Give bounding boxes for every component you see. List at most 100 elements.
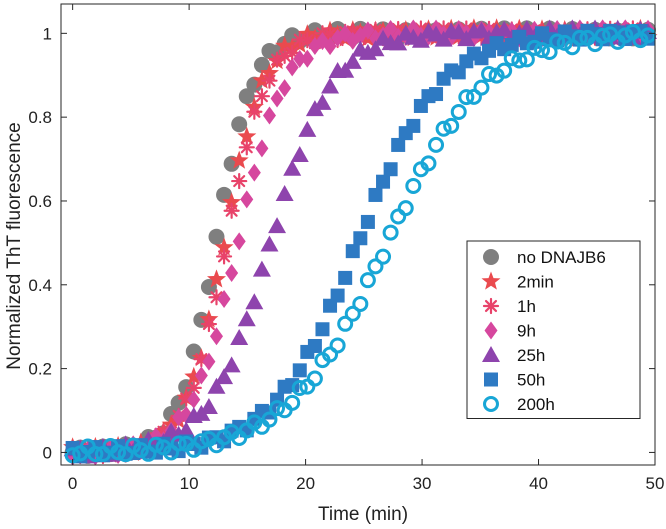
data-point bbox=[343, 52, 362, 69]
x-axis-title: Time (min) bbox=[318, 504, 408, 525]
data-point bbox=[496, 62, 513, 79]
data-point bbox=[429, 87, 444, 102]
data-point bbox=[405, 177, 422, 194]
data-point bbox=[230, 329, 249, 346]
data-point bbox=[269, 400, 286, 417]
data-point bbox=[132, 442, 149, 459]
data-point bbox=[481, 66, 498, 83]
data-point bbox=[260, 63, 279, 82]
x-tick-label: 50 bbox=[646, 474, 665, 493]
data-point bbox=[231, 172, 248, 190]
data-point bbox=[495, 20, 514, 37]
data-point bbox=[564, 39, 581, 56]
legend: no DNAJB6 2min 1h 9h 25h 50h 200h bbox=[466, 240, 641, 419]
data-point bbox=[353, 26, 367, 45]
data-point bbox=[571, 29, 588, 46]
legend-label: no DNAJB6 bbox=[517, 248, 606, 267]
data-point bbox=[465, 88, 482, 105]
legend-label: 25h bbox=[517, 346, 545, 365]
legend-marker bbox=[482, 297, 500, 315]
y-tick-label: 0 bbox=[43, 443, 52, 462]
data-point bbox=[383, 162, 398, 177]
data-point bbox=[330, 288, 345, 303]
data-point bbox=[240, 190, 254, 209]
data-point bbox=[428, 136, 445, 153]
data-point bbox=[215, 248, 233, 265]
data-point bbox=[451, 65, 466, 80]
data-point bbox=[231, 116, 248, 133]
data-point bbox=[306, 370, 323, 387]
data-point bbox=[261, 72, 278, 89]
data-point bbox=[503, 50, 520, 67]
data-point bbox=[534, 42, 551, 59]
data-point bbox=[184, 366, 204, 385]
legend-marker bbox=[484, 321, 498, 340]
y-axis-title: Normalized ThT fluorescence bbox=[4, 122, 25, 369]
y-tick-label: 0.4 bbox=[28, 276, 52, 295]
data-point bbox=[110, 444, 127, 461]
data-point bbox=[458, 89, 475, 106]
data-point bbox=[368, 187, 383, 202]
data-point bbox=[245, 293, 264, 310]
legend-label: 50h bbox=[517, 371, 545, 390]
data-point bbox=[284, 44, 301, 61]
data-point bbox=[359, 272, 376, 289]
y-tick-label: 0.8 bbox=[28, 108, 52, 127]
data-point bbox=[292, 363, 307, 378]
data-point bbox=[300, 49, 314, 68]
legend-marker bbox=[482, 346, 500, 362]
data-point bbox=[290, 146, 309, 163]
data-point bbox=[291, 379, 308, 396]
data-point bbox=[237, 126, 257, 145]
data-point bbox=[549, 33, 566, 50]
data-point bbox=[278, 79, 292, 98]
data-point bbox=[449, 23, 468, 40]
data-point bbox=[232, 232, 246, 251]
x-tick-label: 10 bbox=[180, 474, 199, 493]
data-point bbox=[252, 260, 271, 277]
data-point bbox=[222, 192, 242, 211]
data-point bbox=[450, 103, 467, 120]
y-tick-label: 0.2 bbox=[28, 360, 52, 379]
data-point bbox=[382, 224, 399, 241]
data-point bbox=[353, 231, 368, 246]
data-point bbox=[406, 118, 421, 133]
data-point bbox=[397, 200, 414, 217]
data-point bbox=[285, 58, 299, 77]
data-point bbox=[338, 270, 353, 285]
data-point bbox=[594, 28, 611, 45]
data-point bbox=[207, 269, 226, 288]
data-point bbox=[208, 228, 225, 245]
data-point bbox=[199, 398, 218, 415]
data-point bbox=[315, 322, 330, 337]
data-point bbox=[217, 289, 231, 308]
data-point bbox=[237, 310, 256, 327]
data-point bbox=[200, 315, 218, 333]
data-point bbox=[434, 30, 453, 47]
data-point bbox=[390, 208, 407, 225]
data-point bbox=[526, 39, 543, 56]
legend-label: 1h bbox=[517, 297, 536, 316]
data-point bbox=[284, 394, 301, 411]
data-point bbox=[293, 49, 307, 68]
data-point bbox=[209, 327, 223, 346]
plot-frame bbox=[60, 3, 656, 466]
data-point bbox=[170, 435, 187, 452]
data-point bbox=[247, 163, 261, 182]
data-point bbox=[307, 338, 322, 353]
data-point bbox=[202, 352, 216, 371]
x-tick-label: 0 bbox=[68, 474, 77, 493]
data-point bbox=[268, 217, 287, 234]
data-point bbox=[331, 28, 345, 47]
data-point bbox=[472, 21, 491, 38]
data-point bbox=[367, 258, 384, 275]
data-point bbox=[246, 103, 263, 120]
data-point bbox=[384, 20, 398, 39]
legend-marker bbox=[483, 396, 499, 412]
data-point bbox=[215, 368, 234, 385]
data-point bbox=[283, 159, 302, 176]
data-point bbox=[222, 356, 241, 373]
data-point bbox=[207, 377, 226, 394]
data-point bbox=[366, 40, 385, 57]
